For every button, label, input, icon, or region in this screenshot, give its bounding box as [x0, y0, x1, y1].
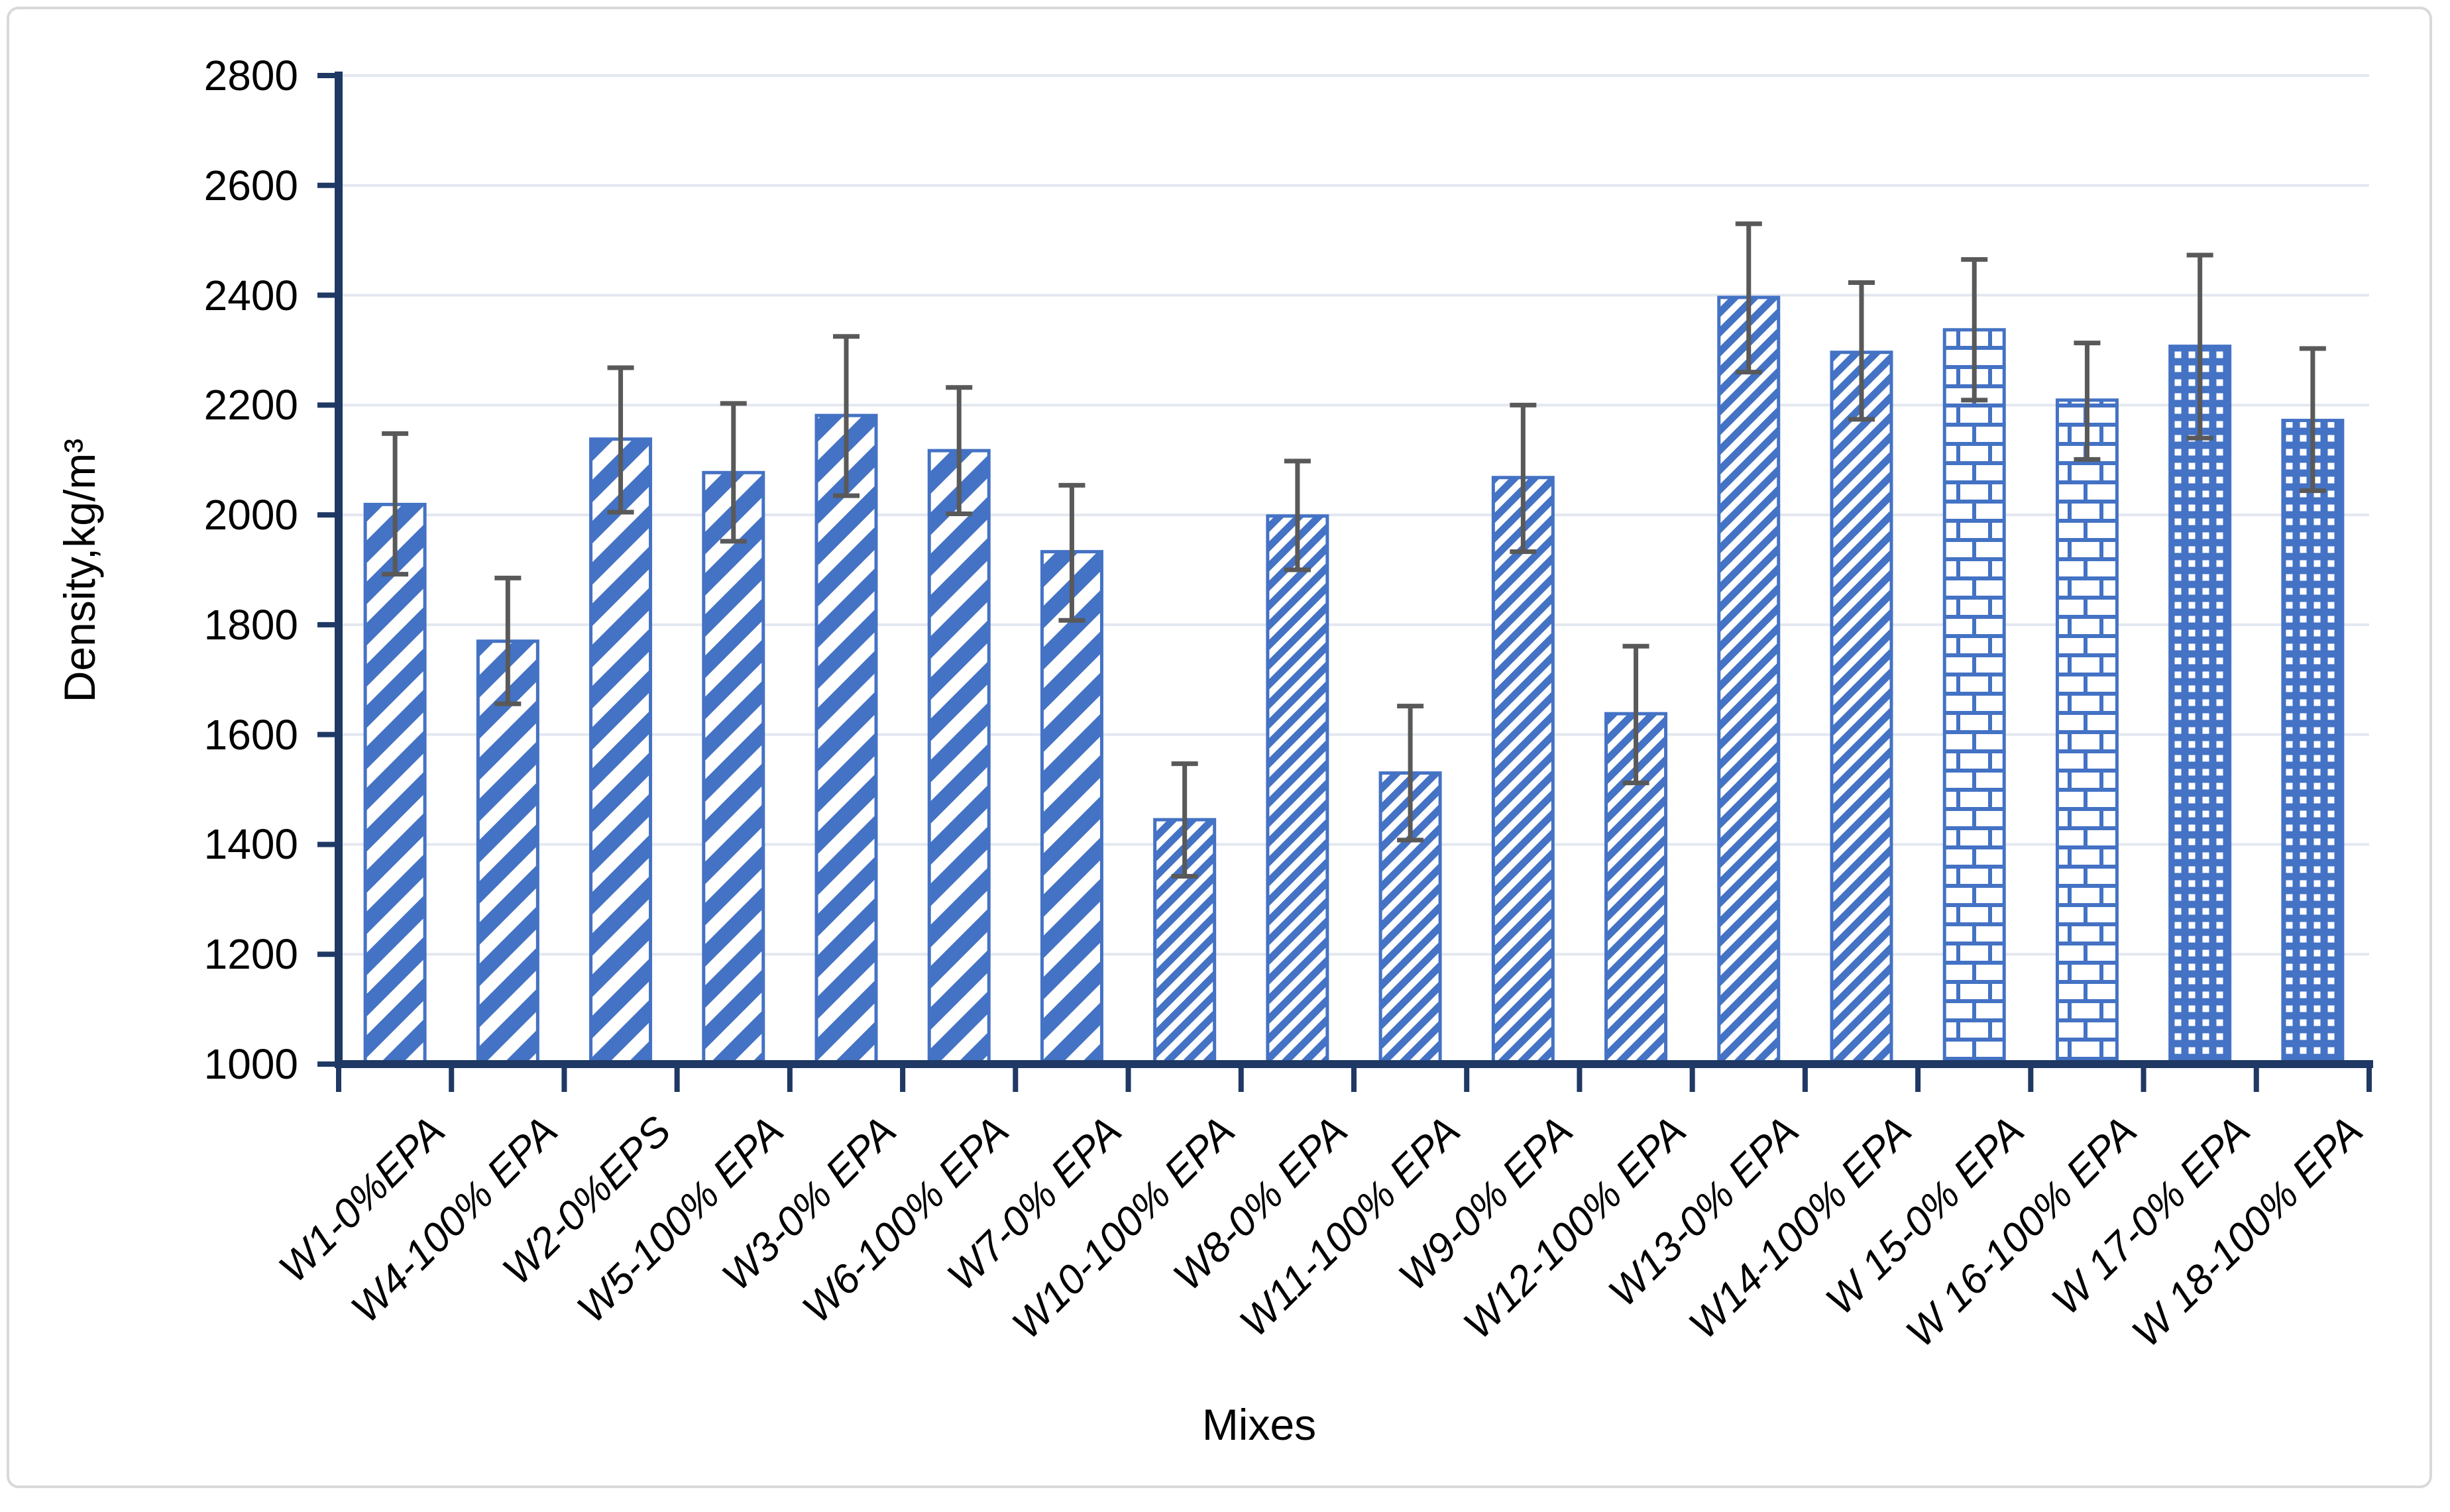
axes: [317, 72, 2373, 1092]
error-bar-W 18-100% EPA: [2299, 346, 2326, 494]
error-bars: [382, 221, 2326, 879]
error-bar-W 16-100% EPA: [2074, 341, 2101, 462]
error-bar-W12-100% EPA: [1622, 643, 1649, 786]
error-bar-W 15-0% EPA: [1961, 257, 1988, 403]
error-bar-W3-0% EPA: [833, 334, 860, 498]
bar-W1-0%EPA: [363, 502, 427, 1066]
y-tick-label-2000: 2000: [203, 491, 298, 539]
y-tick-label-2600: 2600: [203, 161, 298, 209]
error-bar-W14-100% EPA: [1848, 280, 1875, 422]
y-tick-label-1000: 1000: [203, 1040, 298, 1088]
error-bar-W13-0% EPA: [1735, 221, 1762, 375]
error-bar-W8-0% EPA: [1284, 459, 1311, 572]
error-bar-W5-100% EPA: [720, 401, 747, 544]
bar-W14-100% EPA: [1830, 351, 1893, 1066]
bar-W 16-100% EPA: [2055, 398, 2119, 1066]
y-tick-label-1600: 1600: [203, 710, 298, 759]
error-bar-W 17-0% EPA: [2186, 252, 2213, 441]
bar-W6-100% EPA: [927, 449, 991, 1066]
error-bar-W9-0% EPA: [1510, 402, 1537, 555]
error-bar-W6-100% EPA: [946, 385, 973, 516]
error-bar-W1-0%EPA: [382, 431, 409, 577]
y-tick-label-1200: 1200: [203, 930, 298, 979]
bar-W 15-0% EPA: [1942, 328, 2006, 1066]
y-axis-title: Density,kg/m³: [55, 438, 104, 703]
bar-W13-0% EPA: [1717, 296, 1781, 1066]
x-axis-title: Mixes: [1201, 1400, 1317, 1449]
error-bar-W4-100% EPA: [494, 575, 522, 706]
y-tick-label-2800: 2800: [203, 52, 298, 99]
y-tick-label-2400: 2400: [203, 271, 298, 319]
bar-W 17-0% EPA: [2168, 345, 2232, 1066]
y-tick-label-1400: 1400: [203, 820, 298, 869]
error-bar-W11-100% EPA: [1397, 704, 1424, 843]
y-tick-label-1800: 1800: [203, 600, 298, 649]
error-bar-W10-100% EPA: [1171, 761, 1198, 879]
y-tick-label-2200: 2200: [203, 381, 298, 429]
bar-W8-0% EPA: [1266, 514, 1329, 1066]
gridlines: [339, 74, 2369, 956]
bar-W2-0%EPS: [589, 437, 653, 1066]
bar-W9-0% EPA: [1491, 476, 1555, 1066]
bar-W 18-100% EPA: [2281, 419, 2345, 1066]
error-bar-W2-0%EPS: [607, 365, 634, 515]
bar-W3-0% EPA: [814, 413, 878, 1066]
bar-W5-100% EPA: [702, 470, 765, 1066]
bar-W7-0% EPA: [1040, 550, 1103, 1066]
bars: [363, 296, 2345, 1066]
error-bar-W7-0% EPA: [1058, 482, 1086, 623]
